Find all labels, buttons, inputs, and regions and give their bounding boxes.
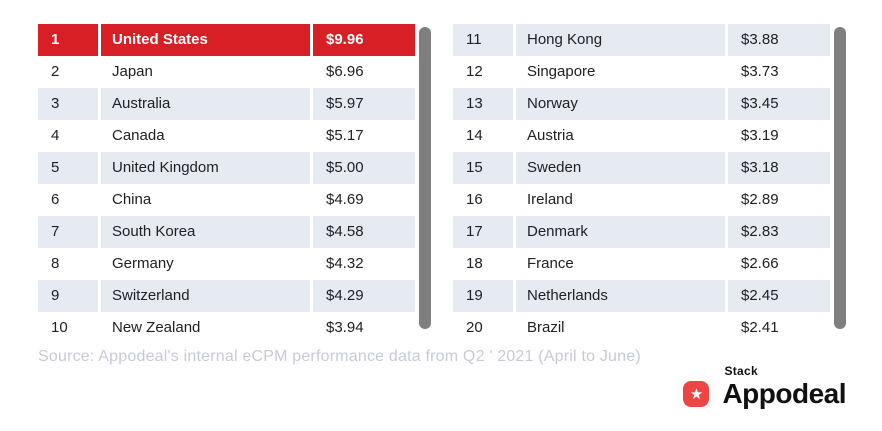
value-cell: $3.18 (725, 152, 830, 184)
table-row: 3 Australia $5.97 (38, 88, 415, 120)
country-cell: United States (98, 24, 310, 56)
table-row: 16 Ireland $2.89 (453, 184, 830, 216)
rank-cell: 12 (466, 63, 483, 80)
value-cell: $3.94 (310, 312, 415, 344)
country-cell: Switzerland (98, 280, 310, 312)
table-row: 10 New Zealand $3.94 (38, 312, 415, 344)
value-cell: $2.89 (725, 184, 830, 216)
logo-appodeal-label: Appodeal (722, 378, 846, 409)
table-row: 6 China $4.69 (38, 184, 415, 216)
country-cell: Ireland (513, 184, 725, 216)
ecpm-table-right: 11 Hong Kong $3.88 12 Singapore $3.73 13 Norway… (453, 24, 830, 344)
value-cell: $4.69 (310, 184, 415, 216)
rank-cell: 17 (453, 216, 513, 248)
rank-cell: 20 (466, 319, 483, 336)
rank-cell: 9 (38, 280, 98, 312)
rank-cell: 15 (453, 152, 513, 184)
table-row: 12 Singapore $3.73 (453, 56, 830, 88)
rank-cell: 1 (38, 24, 98, 56)
value-cell: $3.73 (725, 56, 830, 88)
table-row: 7 South Korea $4.58 (38, 216, 415, 248)
logo-stack-label: Stack (724, 364, 758, 378)
value-cell: $5.00 (310, 152, 415, 184)
value-cell: $2.66 (725, 248, 830, 280)
value-cell: $2.83 (725, 216, 830, 248)
rank-cell: 8 (51, 255, 60, 272)
rank-cell: 19 (453, 280, 513, 312)
left-scrollbar-track (419, 24, 431, 344)
country-cell: Japan (98, 56, 310, 88)
right-scrollbar-thumb[interactable] (834, 27, 846, 329)
table-row: 4 Canada $5.17 (38, 120, 415, 152)
table-row: 19 Netherlands $2.45 (453, 280, 830, 312)
country-cell: Sweden (513, 152, 725, 184)
rank-cell: 5 (38, 152, 98, 184)
ecpm-tables: 1 United States $9.96 2 Japan $6.96 3 Australia… (38, 24, 846, 344)
table-row: 5 United Kingdom $5.00 (38, 152, 415, 184)
country-cell: Singapore (513, 56, 725, 88)
country-cell: France (513, 248, 725, 280)
rank-cell: 11 (453, 24, 513, 56)
value-cell: $3.19 (725, 120, 830, 152)
ecpm-table-left-wrap: 1 United States $9.96 2 Japan $6.96 3 Australia… (38, 24, 431, 344)
left-scrollbar-thumb[interactable] (419, 27, 431, 329)
rank-cell: 14 (466, 127, 483, 144)
country-cell: China (98, 184, 310, 216)
country-cell: Austria (513, 120, 725, 152)
table-row: 18 France $2.66 (453, 248, 830, 280)
country-cell: South Korea (98, 216, 310, 248)
country-cell: Brazil (513, 312, 725, 344)
country-cell: Canada (98, 120, 310, 152)
table-row: 2 Japan $6.96 (38, 56, 415, 88)
value-cell: $5.17 (310, 120, 415, 152)
value-cell: $4.29 (310, 280, 415, 312)
value-cell: $3.88 (725, 24, 830, 56)
country-cell: New Zealand (98, 312, 310, 344)
source-note: Source: Appodeal's internal eCPM perform… (38, 348, 641, 365)
rank-cell: 16 (466, 191, 483, 208)
country-cell: Germany (98, 248, 310, 280)
rank-cell: 6 (51, 191, 60, 208)
value-cell: $3.45 (725, 88, 830, 120)
table-row: 14 Austria $3.19 (453, 120, 830, 152)
rank-cell: 4 (51, 127, 60, 144)
rank-cell: 10 (51, 319, 68, 336)
star-icon: ★ (689, 384, 704, 403)
country-cell: Australia (98, 88, 310, 120)
ecpm-table-right-wrap: 11 Hong Kong $3.88 12 Singapore $3.73 13 Norway… (453, 24, 846, 344)
value-cell: $5.97 (310, 88, 415, 120)
table-row: 15 Sweden $3.18 (453, 152, 830, 184)
right-scrollbar-track (834, 24, 846, 344)
rank-cell: 3 (38, 88, 98, 120)
appodeal-logo-mark: ★ (683, 381, 710, 407)
value-cell: $4.58 (310, 216, 415, 248)
country-cell: Norway (513, 88, 725, 120)
table-row: 1 United States $9.96 (38, 24, 415, 56)
value-cell: $9.96 (310, 24, 415, 56)
table-row: 20 Brazil $2.41 (453, 312, 830, 344)
value-cell: $2.45 (725, 280, 830, 312)
country-cell: United Kingdom (98, 152, 310, 184)
country-cell: Denmark (513, 216, 725, 248)
rank-cell: 2 (51, 63, 60, 80)
value-cell: $4.32 (310, 248, 415, 280)
table-row: 11 Hong Kong $3.88 (453, 24, 830, 56)
table-row: 8 Germany $4.32 (38, 248, 415, 280)
ecpm-table-left: 1 United States $9.96 2 Japan $6.96 3 Australia… (38, 24, 415, 344)
value-cell: $2.41 (725, 312, 830, 344)
country-cell: Hong Kong (513, 24, 725, 56)
appodeal-logo: ★ Stack Appodeal (683, 365, 846, 408)
country-cell: Netherlands (513, 280, 725, 312)
appodeal-logo-text: Stack Appodeal (722, 365, 846, 408)
rank-cell: 18 (466, 255, 483, 272)
value-cell: $6.96 (310, 56, 415, 88)
rank-cell: 7 (38, 216, 98, 248)
table-row: 17 Denmark $2.83 (453, 216, 830, 248)
table-row: 13 Norway $3.45 (453, 88, 830, 120)
table-row: 9 Switzerland $4.29 (38, 280, 415, 312)
rank-cell: 13 (453, 88, 513, 120)
